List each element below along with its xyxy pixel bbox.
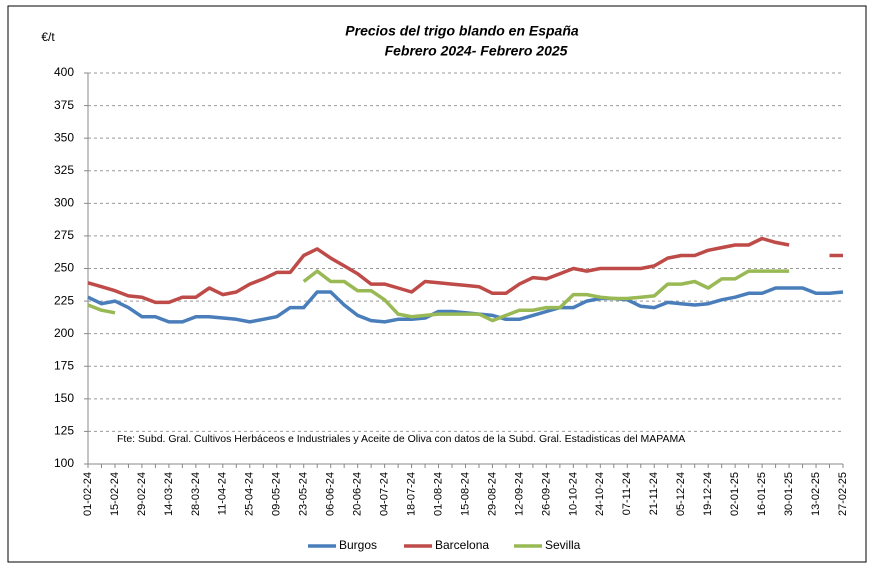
x-tick-label: 06-06-24 [325,472,337,516]
x-tick-label: 01-02-24 [82,472,94,516]
x-tick-label: 29-02-24 [136,472,148,516]
y-tick-label: 175 [54,358,74,372]
x-tick-label: 14-03-24 [163,472,175,516]
x-tick-label: 05-12-24 [675,472,687,516]
x-tick-label: 13-02-25 [810,472,822,516]
x-tick-label: 01-08-24 [432,472,444,516]
y-tick-label: 400 [54,65,74,79]
series-line [87,269,790,323]
y-tick-label: 325 [54,163,74,177]
y-tick-label: 125 [54,424,74,438]
y-tick-label: 150 [54,391,74,405]
legend-label: Sevilla [545,538,581,552]
y-tick-label: 225 [54,293,74,307]
x-tick-label: 09-05-24 [271,472,283,516]
x-tick-label: 18-07-24 [405,472,417,516]
x-tick-label: 28-03-24 [190,472,202,516]
x-tick-label: 04-07-24 [379,472,391,516]
x-tick-label: 24-10-24 [594,472,606,516]
x-tick-label: 02-01-25 [729,472,741,516]
x-tick-label: 29-08-24 [486,472,498,516]
series-line [87,236,843,305]
x-tick-label: 27-02-25 [837,472,849,516]
x-tick-label: 30-01-25 [783,472,795,516]
x-tick-label: 19-12-24 [702,472,714,516]
x-tick-label: 21-11-24 [648,472,660,515]
x-tick-label: 15-08-24 [459,472,471,516]
x-tick-label: 15-02-24 [109,472,121,516]
chart-title: Precios del trigo blando en España [345,23,579,39]
x-tick-label: 20-06-24 [352,472,364,516]
x-tick-label: 26-09-24 [540,472,552,516]
y-tick-label: 250 [54,261,74,275]
x-tick-label: 16-01-25 [756,472,768,516]
y-axis-label: €/t [41,30,55,44]
chart-subtitle: Febrero 2024- Febrero 2025 [385,43,568,59]
y-tick-label: 350 [54,130,74,144]
x-tick-label: 25-04-24 [244,472,256,516]
legend-label: Barcelona [435,538,489,552]
y-tick-label: 200 [54,326,74,340]
y-tick-label: 275 [54,228,74,242]
x-tick-label: 07-11-24 [621,472,633,515]
x-tick-label: 23-05-24 [298,472,310,516]
x-tick-label: 12-09-24 [513,472,525,516]
x-tick-label: 11-04-24 [217,472,229,515]
y-tick-label: 300 [54,196,74,210]
x-tick-label: 10-10-24 [567,472,579,516]
legend-label: Burgos [339,538,377,552]
y-tick-label: 375 [54,98,74,112]
y-tick-label: 100 [54,456,74,470]
annotation: Fte: Subd. Gral. Cultivos Herbáceos e In… [117,433,685,445]
